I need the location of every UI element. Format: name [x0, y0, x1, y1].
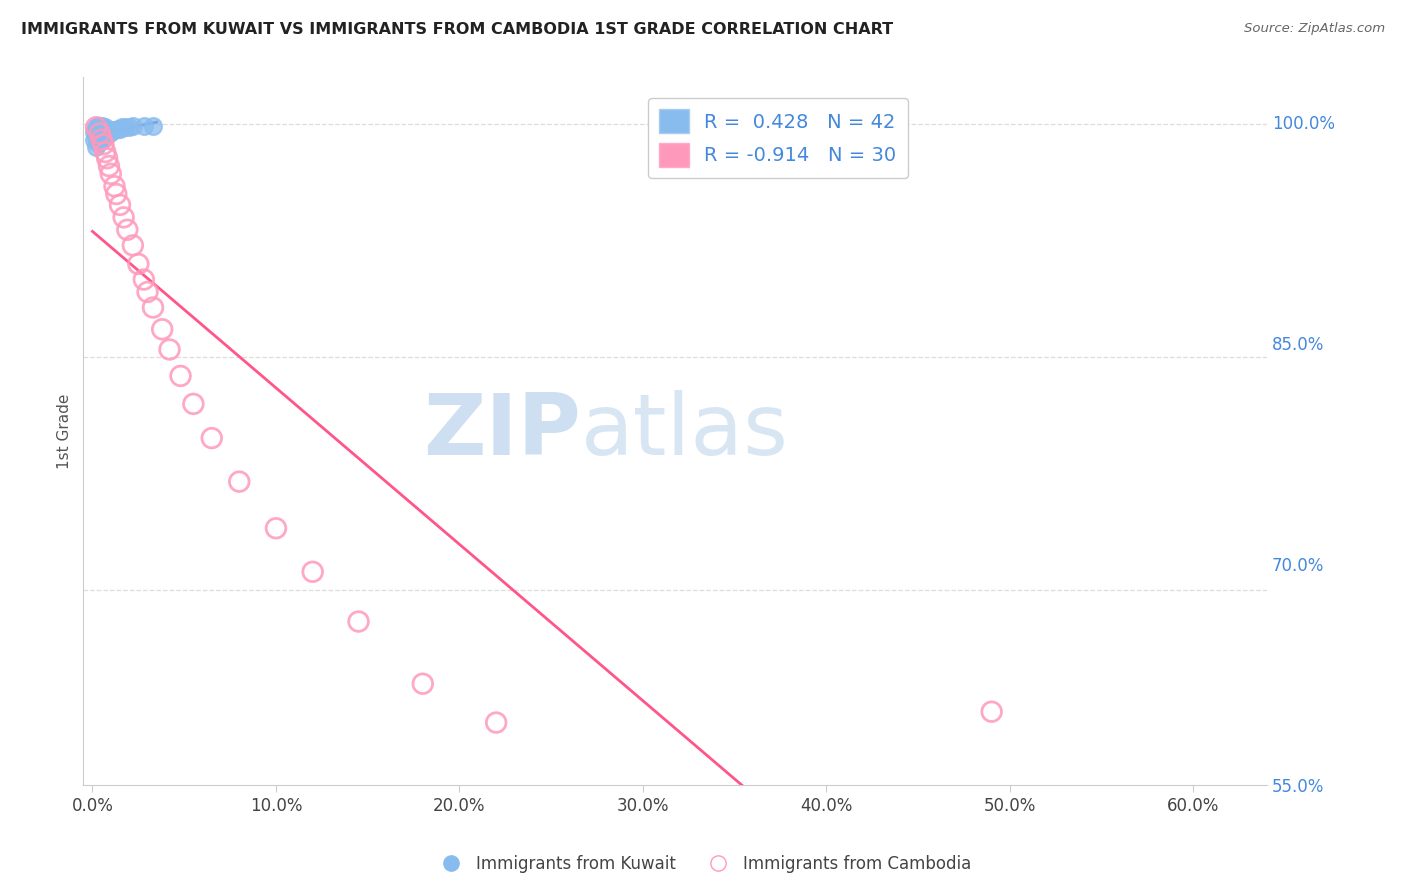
- Point: [114, 120, 136, 135]
- Point: [485, 715, 508, 730]
- Point: [101, 123, 124, 137]
- Point: [121, 119, 143, 133]
- Point: [112, 211, 135, 225]
- Point: [142, 119, 165, 133]
- Legend: Immigrants from Kuwait, Immigrants from Cambodia: Immigrants from Kuwait, Immigrants from …: [427, 848, 979, 880]
- Point: [105, 187, 128, 202]
- Text: Source: ZipAtlas.com: Source: ZipAtlas.com: [1244, 22, 1385, 36]
- Point: [90, 128, 112, 142]
- Point: [980, 705, 1002, 719]
- Point: [301, 565, 323, 579]
- Point: [132, 119, 155, 133]
- Point: [90, 121, 112, 136]
- Point: [89, 127, 111, 141]
- Point: [87, 123, 110, 137]
- Point: [100, 167, 122, 181]
- Point: [183, 397, 205, 411]
- Text: IMMIGRANTS FROM KUWAIT VS IMMIGRANTS FROM CAMBODIA 1ST GRADE CORRELATION CHART: IMMIGRANTS FROM KUWAIT VS IMMIGRANTS FRO…: [21, 22, 893, 37]
- Point: [90, 133, 112, 147]
- Point: [90, 125, 112, 139]
- Point: [96, 123, 118, 137]
- Point: [93, 131, 115, 145]
- Point: [84, 123, 107, 137]
- Point: [108, 198, 131, 212]
- Point: [159, 343, 181, 357]
- Point: [121, 238, 143, 252]
- Point: [201, 431, 224, 445]
- Point: [89, 125, 111, 139]
- Point: [117, 223, 139, 237]
- Point: [90, 119, 112, 133]
- Point: [89, 134, 111, 148]
- Point: [136, 285, 159, 299]
- Point: [142, 301, 165, 315]
- Point: [84, 120, 107, 135]
- Point: [103, 123, 125, 137]
- Point: [111, 120, 134, 135]
- Point: [89, 121, 111, 136]
- Point: [264, 521, 287, 535]
- Point: [84, 140, 107, 154]
- Point: [94, 125, 117, 139]
- Point: [228, 475, 250, 489]
- Point: [100, 125, 122, 139]
- Point: [108, 121, 131, 136]
- Point: [118, 120, 141, 135]
- Point: [90, 133, 112, 147]
- Point: [84, 120, 107, 135]
- Point: [89, 119, 111, 133]
- Point: [87, 127, 110, 141]
- Text: atlas: atlas: [581, 390, 789, 473]
- Point: [107, 121, 129, 136]
- Point: [127, 257, 149, 271]
- Point: [83, 125, 105, 139]
- Point: [169, 368, 191, 383]
- Point: [93, 127, 115, 141]
- Point: [84, 128, 107, 142]
- Point: [98, 127, 121, 141]
- Point: [96, 128, 118, 142]
- Point: [347, 615, 370, 629]
- Point: [94, 129, 117, 144]
- Point: [93, 121, 115, 136]
- Point: [94, 120, 117, 135]
- Legend: R =  0.428   N = 42, R = -0.914   N = 30: R = 0.428 N = 42, R = -0.914 N = 30: [648, 98, 908, 178]
- Point: [87, 136, 110, 150]
- Point: [412, 676, 434, 690]
- Point: [87, 131, 110, 145]
- Point: [87, 119, 110, 133]
- Point: [150, 322, 173, 336]
- Point: [103, 179, 125, 194]
- Y-axis label: 1st Grade: 1st Grade: [58, 393, 72, 469]
- Point: [94, 145, 117, 159]
- Text: ZIP: ZIP: [423, 390, 581, 473]
- Point: [83, 133, 105, 147]
- Point: [132, 272, 155, 286]
- Point: [89, 128, 111, 142]
- Point: [98, 159, 121, 173]
- Point: [93, 137, 115, 152]
- Point: [96, 151, 118, 165]
- Point: [84, 129, 107, 144]
